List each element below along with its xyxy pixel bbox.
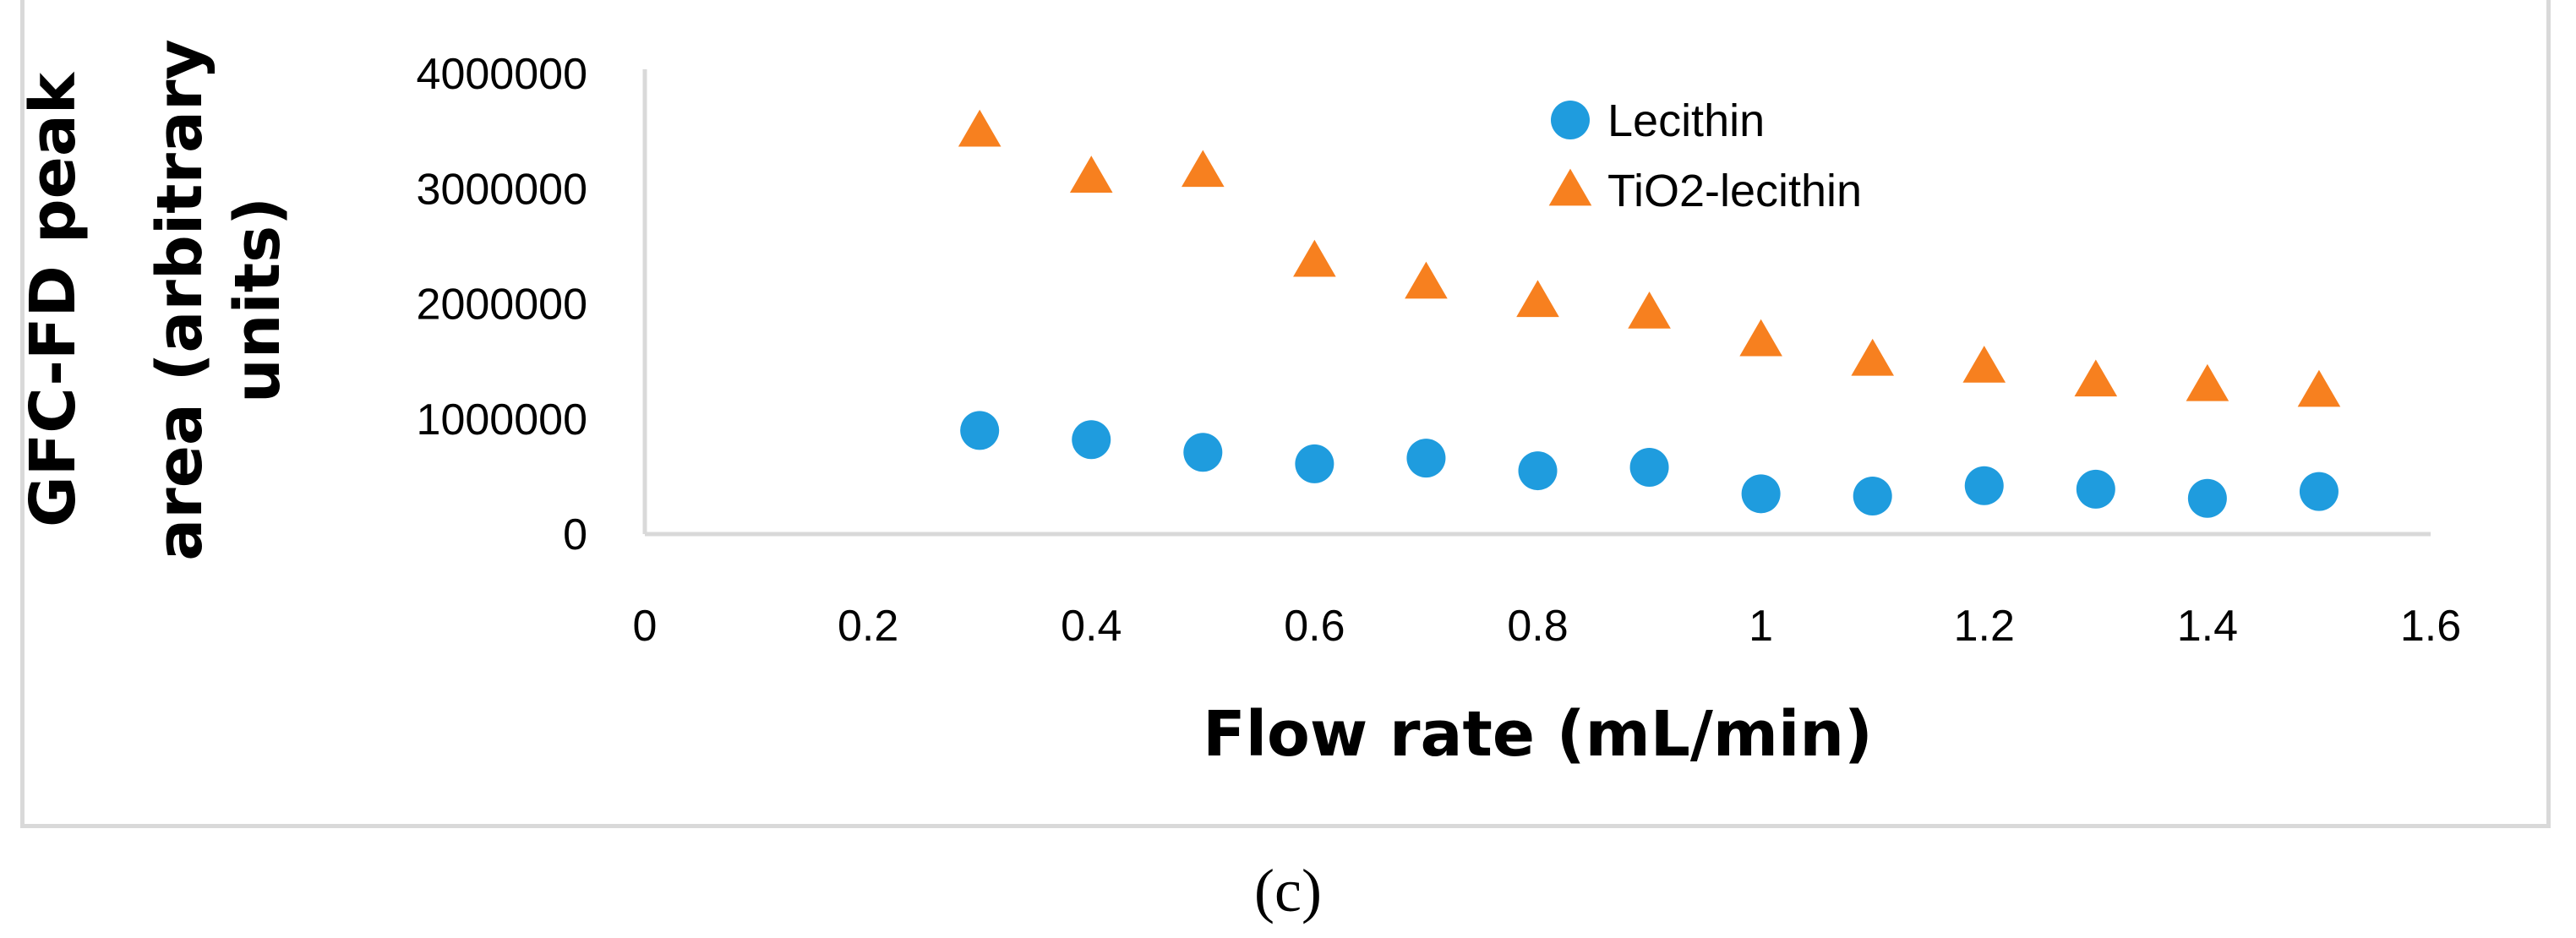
data-point (1405, 261, 1448, 299)
data-point (1741, 474, 1781, 514)
data-point (2297, 369, 2341, 407)
y-axis-title: GFC-FD peak area (arbitrary units) (17, 39, 294, 560)
x-tick-label: 0.4 (1061, 602, 1122, 651)
data-point (1853, 477, 1892, 516)
data-point (2299, 472, 2339, 511)
y-axis-title-line: units) (221, 197, 294, 403)
y-tick-label: 2000000 (417, 281, 587, 330)
panel-label: (c) (1254, 857, 1322, 924)
axes (642, 69, 2431, 537)
data-point (1406, 439, 1446, 478)
x-tick-label: 0 (633, 602, 658, 651)
y-axis-title-line: area (arbitrary (144, 39, 216, 560)
data-point (1629, 447, 1669, 487)
y-axis-title-line: GFC-FD peak (17, 71, 90, 527)
scatter-chart: 0 1000000 2000000 3000000 4000000 0 0.2 0.4 0.6… (17, 39, 2462, 771)
data-point (960, 411, 1000, 450)
data-points (958, 109, 2341, 518)
legend-marker (1551, 101, 1590, 139)
data-point (1739, 319, 1782, 357)
y-tick-label: 1000000 (417, 395, 587, 444)
data-point (2076, 469, 2115, 509)
x-tick-label: 1.6 (2400, 602, 2461, 651)
series-lecithin (960, 411, 2339, 518)
data-point (2186, 363, 2229, 401)
y-tick-label: 3000000 (417, 165, 587, 214)
chart-frame (20, 0, 2551, 828)
data-point (1293, 239, 1336, 277)
data-point (1183, 433, 1223, 472)
x-tick-label: 1 (1749, 602, 1773, 651)
data-point (958, 109, 1001, 147)
x-tick-label: 1.2 (1954, 602, 2015, 651)
data-point (2187, 478, 2227, 518)
legend-label: TiO2-lecithin (1607, 166, 1862, 216)
x-tick-label: 0.2 (838, 602, 898, 651)
data-point (1182, 150, 1225, 188)
data-point (1295, 444, 1334, 483)
y-tick-label: 0 (563, 510, 587, 559)
data-point (1962, 346, 2006, 383)
x-tick-label: 1.4 (2177, 602, 2238, 651)
x-tick-labels: 0 0.2 0.4 0.6 0.8 1 1.2 1.4 1.6 (633, 602, 2462, 651)
legend-label: Lecithin (1607, 95, 1765, 146)
x-tick-label: 0.8 (1507, 602, 1568, 651)
data-point (1851, 338, 1894, 376)
data-point (2074, 359, 2118, 397)
legend-marker (1548, 168, 1592, 206)
legend: Lecithin TiO2-lecithin (1548, 95, 1862, 216)
data-point (1518, 451, 1558, 491)
data-point (1964, 466, 2004, 505)
data-point (1072, 420, 1111, 460)
data-point (1628, 292, 1671, 329)
x-tick-label: 0.6 (1284, 602, 1345, 651)
x-axis-title: Flow rate (mL/min) (1203, 698, 1873, 771)
series-tio2-lecithin (958, 109, 2341, 407)
y-tick-labels: 0 1000000 2000000 3000000 4000000 (417, 50, 587, 559)
data-point (1516, 280, 1559, 318)
y-tick-label: 4000000 (417, 50, 587, 99)
data-point (1069, 155, 1113, 193)
